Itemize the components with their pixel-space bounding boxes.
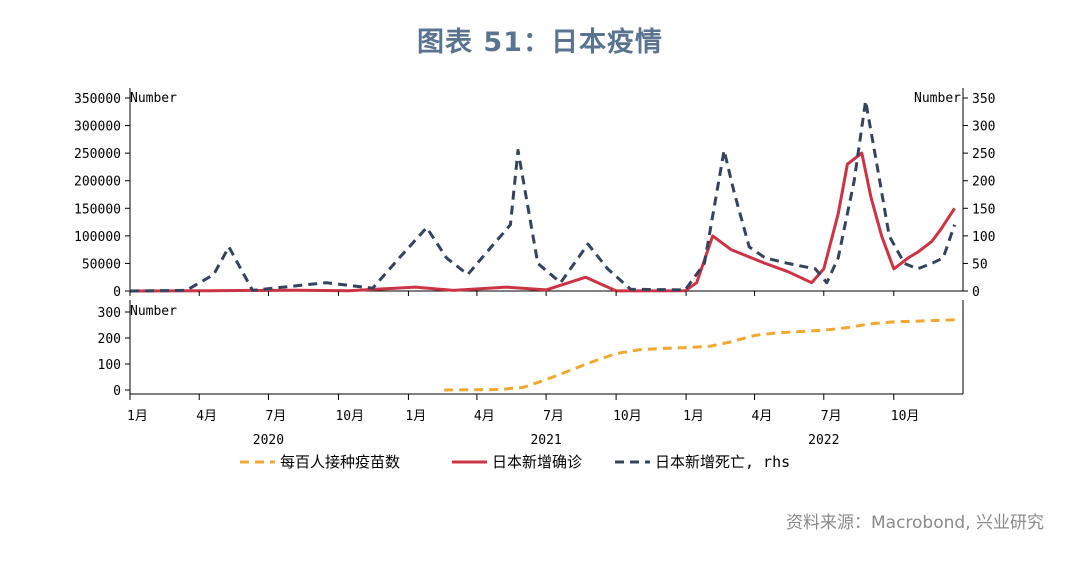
- top-right-tick-label: 0: [972, 285, 980, 300]
- top-right-tick-label: 50: [972, 257, 988, 272]
- chart-canvas: Number Number 35000030000025000020000015…: [74, 88, 995, 471]
- top-left-tick-label: 350000: [74, 92, 121, 107]
- x-tick-label-month: 7月: [543, 409, 564, 424]
- top-panel: Number Number 350000 300000 250000 200000 15…: [74, 88, 995, 300]
- top-left-tick-label: 0: [113, 285, 121, 300]
- top-left-tick-label: 100000: [74, 230, 121, 245]
- top-left-unit-label: Number: [130, 91, 177, 106]
- top-right-tick-label: 100: [972, 230, 995, 245]
- x-tick-label-month: 10月: [891, 409, 920, 424]
- top-left-ticks: 350000 300000 250000 200000 150000 100000 5000…: [74, 92, 130, 300]
- source-note: 资料来源：Macrobond, 兴业研究: [785, 513, 1044, 533]
- top-right-unit-label: Number: [914, 91, 961, 106]
- x-tick-label-month: 1月: [405, 409, 426, 424]
- bottom-left-tick-label: 100: [98, 358, 121, 373]
- bottom-left-unit-label: Number: [130, 304, 177, 319]
- top-right-tick-label: 250: [972, 147, 995, 162]
- legend-label-deaths: 日本新增死亡, rhs: [655, 453, 790, 471]
- bottom-panel: Number 300 200 100 0: [98, 300, 964, 399]
- bottom-left-tick-label: 200: [98, 332, 121, 347]
- top-right-tick-label: 350: [972, 92, 995, 107]
- legend-item-cases: 日本新增确诊: [452, 453, 582, 471]
- top-right-ticks: 350 300 250 200 150 100 50 0: [963, 92, 995, 300]
- top-right-tick-label: 300: [972, 120, 995, 135]
- top-right-tick-label: 150: [972, 202, 995, 217]
- series-line-cases: [129, 151, 956, 293]
- x-tick-label-month: 1月: [683, 409, 704, 424]
- top-right-tick-label: 200: [972, 175, 995, 190]
- x-tick-label-month: 10月: [335, 409, 364, 424]
- x-tick-label-month: 4月: [474, 409, 495, 424]
- bottom-left-tick-label: 300: [98, 306, 121, 321]
- series-line-deaths: [129, 99, 957, 293]
- bottom-series: [444, 318, 955, 392]
- bottom-left-ticks: 300 200 100 0: [98, 306, 130, 399]
- legend-label-vaccine: 每百人接种疫苗数: [280, 453, 400, 471]
- x-tick-label-month: 4月: [752, 409, 773, 424]
- legend-label-cases: 日本新增确诊: [492, 453, 582, 471]
- x-tick-label-month: 7月: [265, 409, 286, 424]
- x-tick-label-year: 2020: [253, 433, 284, 448]
- top-left-tick-label: 150000: [74, 202, 121, 217]
- top-series: [129, 99, 957, 293]
- legend-item-vaccine: 每百人接种疫苗数: [240, 453, 400, 471]
- chart-title: 图表 51：日本疫情: [417, 27, 663, 58]
- top-left-tick-label: 250000: [74, 147, 121, 162]
- x-axis: 1月 4月 7月 10月 2020 1月 4月 7月 10月 2021 1月 4月 7月 10月 2022: [127, 291, 919, 448]
- bottom-left-tick-label: 0: [113, 384, 121, 399]
- legend-item-deaths: 日本新增死亡, rhs: [615, 453, 790, 471]
- x-tick-label-month: 4月: [196, 409, 217, 424]
- top-left-tick-label: 200000: [74, 175, 121, 190]
- x-tick-label-year: 2022: [808, 433, 839, 448]
- legend: 每百人接种疫苗数 日本新增确诊 日本新增死亡, rhs: [240, 453, 790, 471]
- x-tick-label-month: 1月: [127, 409, 148, 424]
- x-tick-label-month: 10月: [613, 409, 642, 424]
- x-tick-label-year: 2021: [530, 433, 561, 448]
- top-left-tick-label: 300000: [74, 120, 121, 135]
- top-left-tick-label: 50000: [82, 257, 121, 272]
- x-tick-label-month: 7月: [821, 409, 842, 424]
- series-line-vaccine: [444, 318, 955, 392]
